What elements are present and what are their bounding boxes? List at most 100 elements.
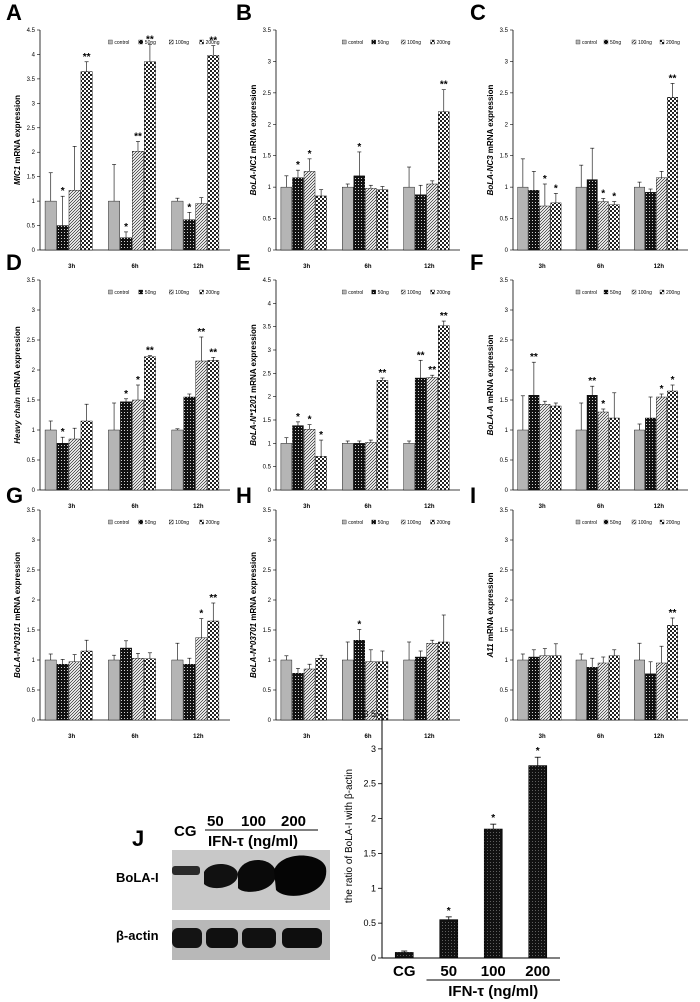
legend-label-100ng: 100ng — [638, 40, 652, 46]
y-tick-label: 0 — [505, 248, 509, 254]
legend-label-50ng: 50ng — [610, 290, 621, 296]
bar-50ng-6h — [353, 175, 365, 251]
panel-e: E 0 0.5 1 1.5 2 2.5 3 3.5 4 4.5 BoLA-N*1201 mRNA ex… — [236, 250, 460, 510]
y-tick-label: 3.5 — [27, 278, 36, 284]
bar-100ng-3h — [539, 655, 551, 721]
legend-label-100ng: 100ng — [175, 520, 189, 526]
y-tick-label: 0 — [32, 718, 36, 724]
y-tick-label: 1.5 — [263, 418, 272, 424]
j-x-category-label: 50 — [440, 963, 457, 980]
j-y-tick-label: 2.5 — [363, 779, 376, 789]
y-axis-label-text: mRNA expression — [486, 335, 495, 406]
legend-swatch-100ng — [631, 519, 637, 525]
y-tick-label: 3 — [32, 308, 36, 314]
y-tick-label: 3 — [32, 538, 36, 544]
y-tick-label: 2.5 — [27, 338, 36, 344]
significance-star: * — [660, 384, 664, 395]
y-tick-label: 3 — [268, 538, 272, 544]
band-actin-100 — [242, 928, 276, 948]
bar-control-6h — [575, 429, 587, 491]
y-tick-label: 3 — [505, 538, 509, 544]
y-tick-label: 1 — [505, 428, 509, 434]
j-x-axis-label: IFN-τ (ng/ml) — [448, 983, 538, 1000]
legend-label-200ng: 200ng — [666, 290, 680, 296]
legend-swatch-control — [342, 39, 347, 45]
bar-100ng-6h — [597, 411, 609, 491]
x-category-label: 12h — [424, 504, 435, 510]
bar-control-12h — [403, 186, 415, 251]
legend-swatch-200ng — [199, 39, 204, 45]
legend-swatch-200ng — [430, 39, 435, 45]
bar-200ng-12h — [207, 55, 220, 251]
legend-label-200ng: 200ng — [666, 40, 680, 46]
y-axis-label: BoLA-A mRNA expression — [486, 335, 495, 436]
legend-swatch-control — [575, 519, 581, 525]
bar-200ng-3h — [550, 405, 562, 491]
band-bola-200 — [274, 855, 327, 896]
legend-label-control: control — [114, 40, 129, 46]
legend-swatch-100ng — [169, 519, 174, 525]
y-tick-label: 2.5 — [500, 91, 509, 97]
blot-dose-100: 100 — [241, 813, 266, 830]
x-category-label: 12h — [654, 734, 665, 740]
significance-star: * — [136, 375, 140, 386]
significance-star: ** — [209, 593, 217, 604]
bar-100ng-12h — [195, 360, 208, 491]
y-axis-label-text: mRNA expression — [13, 95, 22, 166]
band-bola-cg — [172, 866, 200, 875]
legend-swatch-50ng — [603, 289, 609, 295]
y-tick-label: 2 — [268, 395, 272, 401]
bar-100ng-3h — [68, 438, 81, 491]
bar-control-3h — [280, 443, 293, 491]
panel-j-chart: 0 0.5 1 1.5 2 2.5 3 3.5 the ratio of BoLA-I with… — [344, 709, 560, 1000]
significance-star: ** — [669, 73, 677, 84]
bar-200ng-3h — [315, 658, 327, 721]
bar-200ng-6h — [608, 204, 620, 251]
x-category-label: 6h — [131, 734, 138, 740]
bar-50ng-6h — [586, 395, 598, 491]
bar-100ng-6h — [132, 151, 144, 251]
legend-swatch-control — [575, 39, 581, 45]
y-tick-label: 1 — [505, 658, 509, 664]
bar-200ng-12h — [667, 97, 678, 251]
y-tick-label: 0.5 — [500, 688, 509, 694]
y-tick-label: 0.5 — [263, 217, 272, 223]
legend-swatch-50ng — [603, 39, 609, 45]
y-tick-label: 4.5 — [263, 278, 272, 284]
legend-swatch-200ng — [659, 289, 665, 295]
significance-star: ** — [440, 80, 448, 91]
y-tick-label: 1 — [32, 199, 36, 205]
significance-star: * — [124, 389, 128, 400]
bar-100ng-6h — [597, 201, 609, 251]
j-y-axis-label: the ratio of BoLA-I with β-actin — [344, 769, 355, 903]
y-axis-label-gene: BoLA-N*03701 — [249, 622, 258, 678]
y-tick-label: 2.5 — [500, 568, 509, 574]
legend-swatch-200ng — [199, 519, 204, 525]
y-tick-label: 1 — [268, 658, 272, 664]
bar-50ng-12h — [183, 396, 196, 491]
legend-swatch-control — [108, 289, 113, 295]
y-tick-label: 4 — [32, 52, 36, 58]
bar-100ng-12h — [195, 637, 208, 721]
legend-label-100ng: 100ng — [175, 290, 189, 296]
bar-control-3h — [280, 186, 293, 251]
j-bar-CG — [394, 952, 414, 959]
x-category-label: 6h — [364, 264, 371, 270]
panel-g: G 0 0.5 1 1.5 2 2.5 3 3.5 BoLA-N*03101 mRNA expre… — [6, 483, 230, 740]
bar-200ng-6h — [608, 655, 620, 721]
legend-swatch-50ng — [138, 519, 143, 525]
band-actin-200 — [282, 928, 322, 948]
legend-swatch-100ng — [400, 519, 406, 525]
bar-200ng-12h — [207, 620, 220, 721]
y-tick-label: 4.5 — [27, 28, 36, 34]
y-tick-label: 3.5 — [263, 28, 272, 34]
j-significance-star: * — [447, 906, 451, 917]
band-bola-100 — [238, 860, 277, 892]
y-axis-label-gene: MIC1 — [13, 165, 22, 185]
panel-letter-a: A — [6, 0, 22, 25]
y-axis-label-gene: BoLA-A — [486, 405, 495, 435]
legend-swatch-50ng — [138, 289, 143, 295]
legend-label-200ng: 200ng — [437, 290, 451, 296]
x-category-label: 3h — [539, 504, 546, 510]
significance-star: * — [124, 222, 128, 233]
